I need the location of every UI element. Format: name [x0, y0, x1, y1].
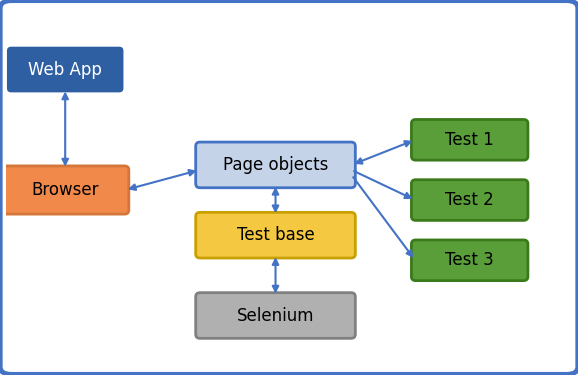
FancyBboxPatch shape	[196, 292, 355, 338]
Text: Test 1: Test 1	[445, 131, 494, 149]
Text: Browser: Browser	[31, 181, 99, 199]
FancyBboxPatch shape	[412, 180, 528, 220]
FancyBboxPatch shape	[412, 120, 528, 160]
Text: Test 3: Test 3	[445, 251, 494, 269]
FancyBboxPatch shape	[2, 166, 129, 214]
Text: Test base: Test base	[236, 226, 314, 244]
Text: Selenium: Selenium	[237, 306, 314, 324]
FancyBboxPatch shape	[196, 212, 355, 258]
Text: Test 2: Test 2	[445, 191, 494, 209]
FancyBboxPatch shape	[7, 47, 124, 92]
FancyBboxPatch shape	[412, 240, 528, 280]
FancyBboxPatch shape	[196, 142, 355, 188]
Text: Page objects: Page objects	[223, 156, 328, 174]
Text: Web App: Web App	[28, 60, 102, 78]
